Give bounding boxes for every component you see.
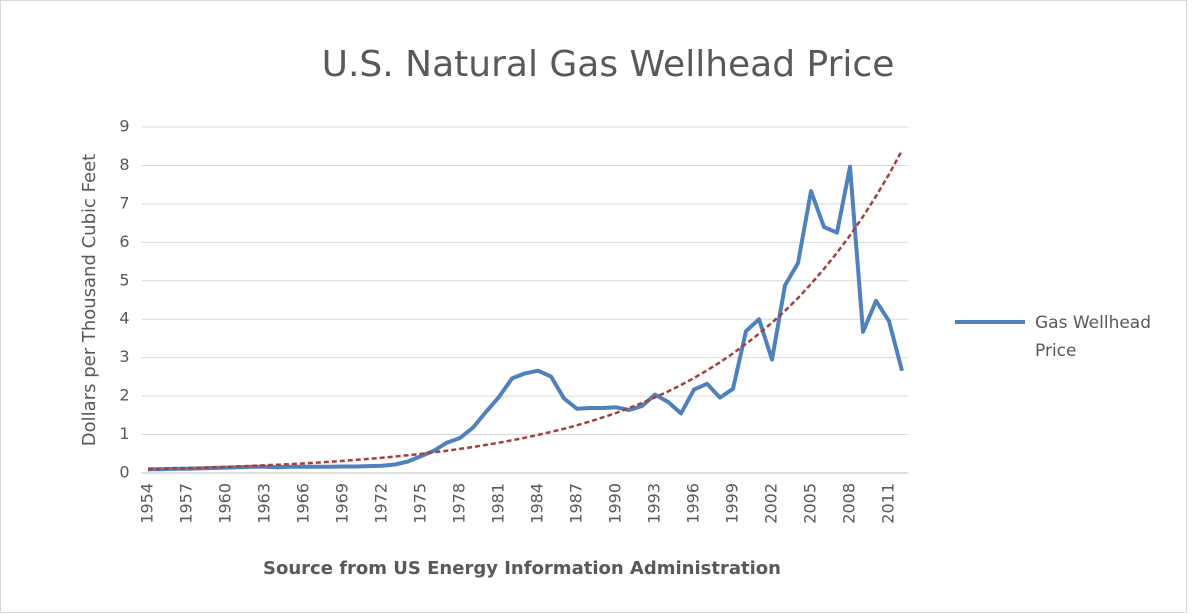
y-tick-label: 6 [119,232,129,251]
chart-title: U.S. Natural Gas Wellhead Price [322,44,895,85]
y-tick-label: 7 [119,193,129,212]
y-tick-label: 8 [119,155,129,174]
y-tick-label: 3 [119,347,129,366]
y-tick-label: 1 [119,424,129,443]
x-tick-label: 1987 [567,483,586,524]
x-tick-label: 1975 [411,483,430,524]
x-tick-label: 1963 [255,483,274,524]
x-tick-label: 1981 [489,483,508,524]
y-tick-label: 5 [119,270,129,289]
y-tick-label: 4 [119,309,129,328]
x-tick-label: 1972 [372,483,391,524]
x-tick-label: 2005 [801,483,820,524]
x-tick-label: 2011 [879,483,898,524]
x-tick-label: 1960 [216,483,235,524]
x-tick-label: 1996 [684,483,703,524]
x-axis-label: Source from US Energy Information Admini… [263,558,781,579]
x-tick-label: 1984 [528,483,547,524]
y-tick-label: 2 [119,386,129,405]
y-tick-label: 9 [119,117,129,136]
y-tick-label: 0 [119,463,129,482]
x-tick-label: 1990 [606,483,625,524]
x-tick-label: 1966 [294,483,313,524]
y-axis-label: Dollars per Thousand Cubic Feet [79,154,100,446]
x-tick-label: 1957 [177,483,196,524]
x-tick-label: 1969 [333,483,352,524]
x-tick-label: 1993 [645,483,664,524]
legend-label: Gas Wellhead Price [1035,313,1152,361]
series-line [148,164,904,472]
x-tick-label: 1999 [723,483,742,524]
x-tick-label: 2008 [840,483,859,524]
x-tick-label: 1978 [450,483,469,524]
x-tick-label: 1954 [138,483,157,524]
trendline [147,149,904,471]
x-tick-label: 2002 [762,483,781,524]
